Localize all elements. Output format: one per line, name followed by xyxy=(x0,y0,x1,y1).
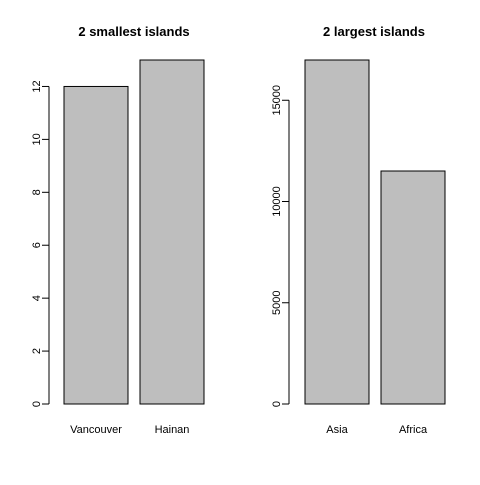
y-tick-label: 12 xyxy=(31,80,43,92)
x-tick-label: Hainan xyxy=(155,424,190,436)
chart-title: 2 largest islands xyxy=(323,24,425,39)
panel-smallest-islands: 2 smallest islands Vancouver Hainan 0 2 4 6 8 1… xyxy=(31,24,205,436)
y-tick-label: 0 xyxy=(31,401,43,407)
y-tick-label: 8 xyxy=(31,189,43,195)
y-tick-label: 2 xyxy=(31,348,43,354)
x-tick-label: Asia xyxy=(326,424,348,436)
y-tick-label: 15000 xyxy=(271,85,283,116)
panel-largest-islands: 2 largest islands Asia Africa 0 5000 10000 15… xyxy=(271,24,446,436)
y-tick-label: 0 xyxy=(271,401,283,407)
bar-hainan xyxy=(139,59,205,405)
chart-title: 2 smallest islands xyxy=(78,24,189,39)
x-tick-label: Vancouver xyxy=(70,424,122,436)
y-tick-label: 6 xyxy=(31,242,43,248)
bar-asia xyxy=(304,59,370,405)
bar-africa xyxy=(380,170,446,405)
y-tick-label: 10000 xyxy=(271,186,283,217)
y-tick-label: 10 xyxy=(31,133,43,145)
y-tick-label: 4 xyxy=(31,295,43,301)
bar-vancouver xyxy=(63,85,129,405)
x-tick-label: Africa xyxy=(399,424,428,436)
y-tick-label: 5000 xyxy=(271,291,283,315)
